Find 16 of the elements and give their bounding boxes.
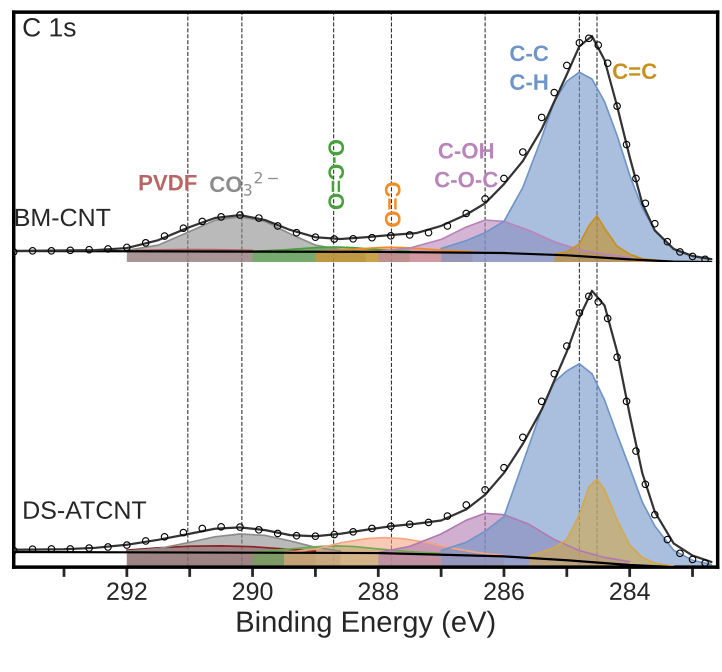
- text: O-C=O: [328, 140, 344, 210]
- series-label: CO$_{3}$$^{2−}$: [210, 172, 278, 196]
- x-axis-title: Binding Energy (eV): [238, 610, 494, 638]
- annotation: DS-ATCNT: [24, 501, 146, 519]
- annotation: C 1s: [24, 18, 76, 37]
- x-tick-label: 290: [232, 582, 272, 600]
- text: C=C: [613, 63, 657, 80]
- x-tick-label: 284: [610, 582, 650, 600]
- series-label: C-OH C-O-C: [435, 142, 498, 188]
- annotation: BM-CNT: [16, 208, 110, 226]
- x-tick-label: 292: [107, 582, 146, 600]
- series-label: C-C C-H: [510, 45, 548, 90]
- x-tick-label: 288: [358, 582, 398, 600]
- text: PVDF: [140, 175, 197, 190]
- x-tick-label: 286: [484, 582, 524, 600]
- text: C=O: [384, 182, 401, 227]
